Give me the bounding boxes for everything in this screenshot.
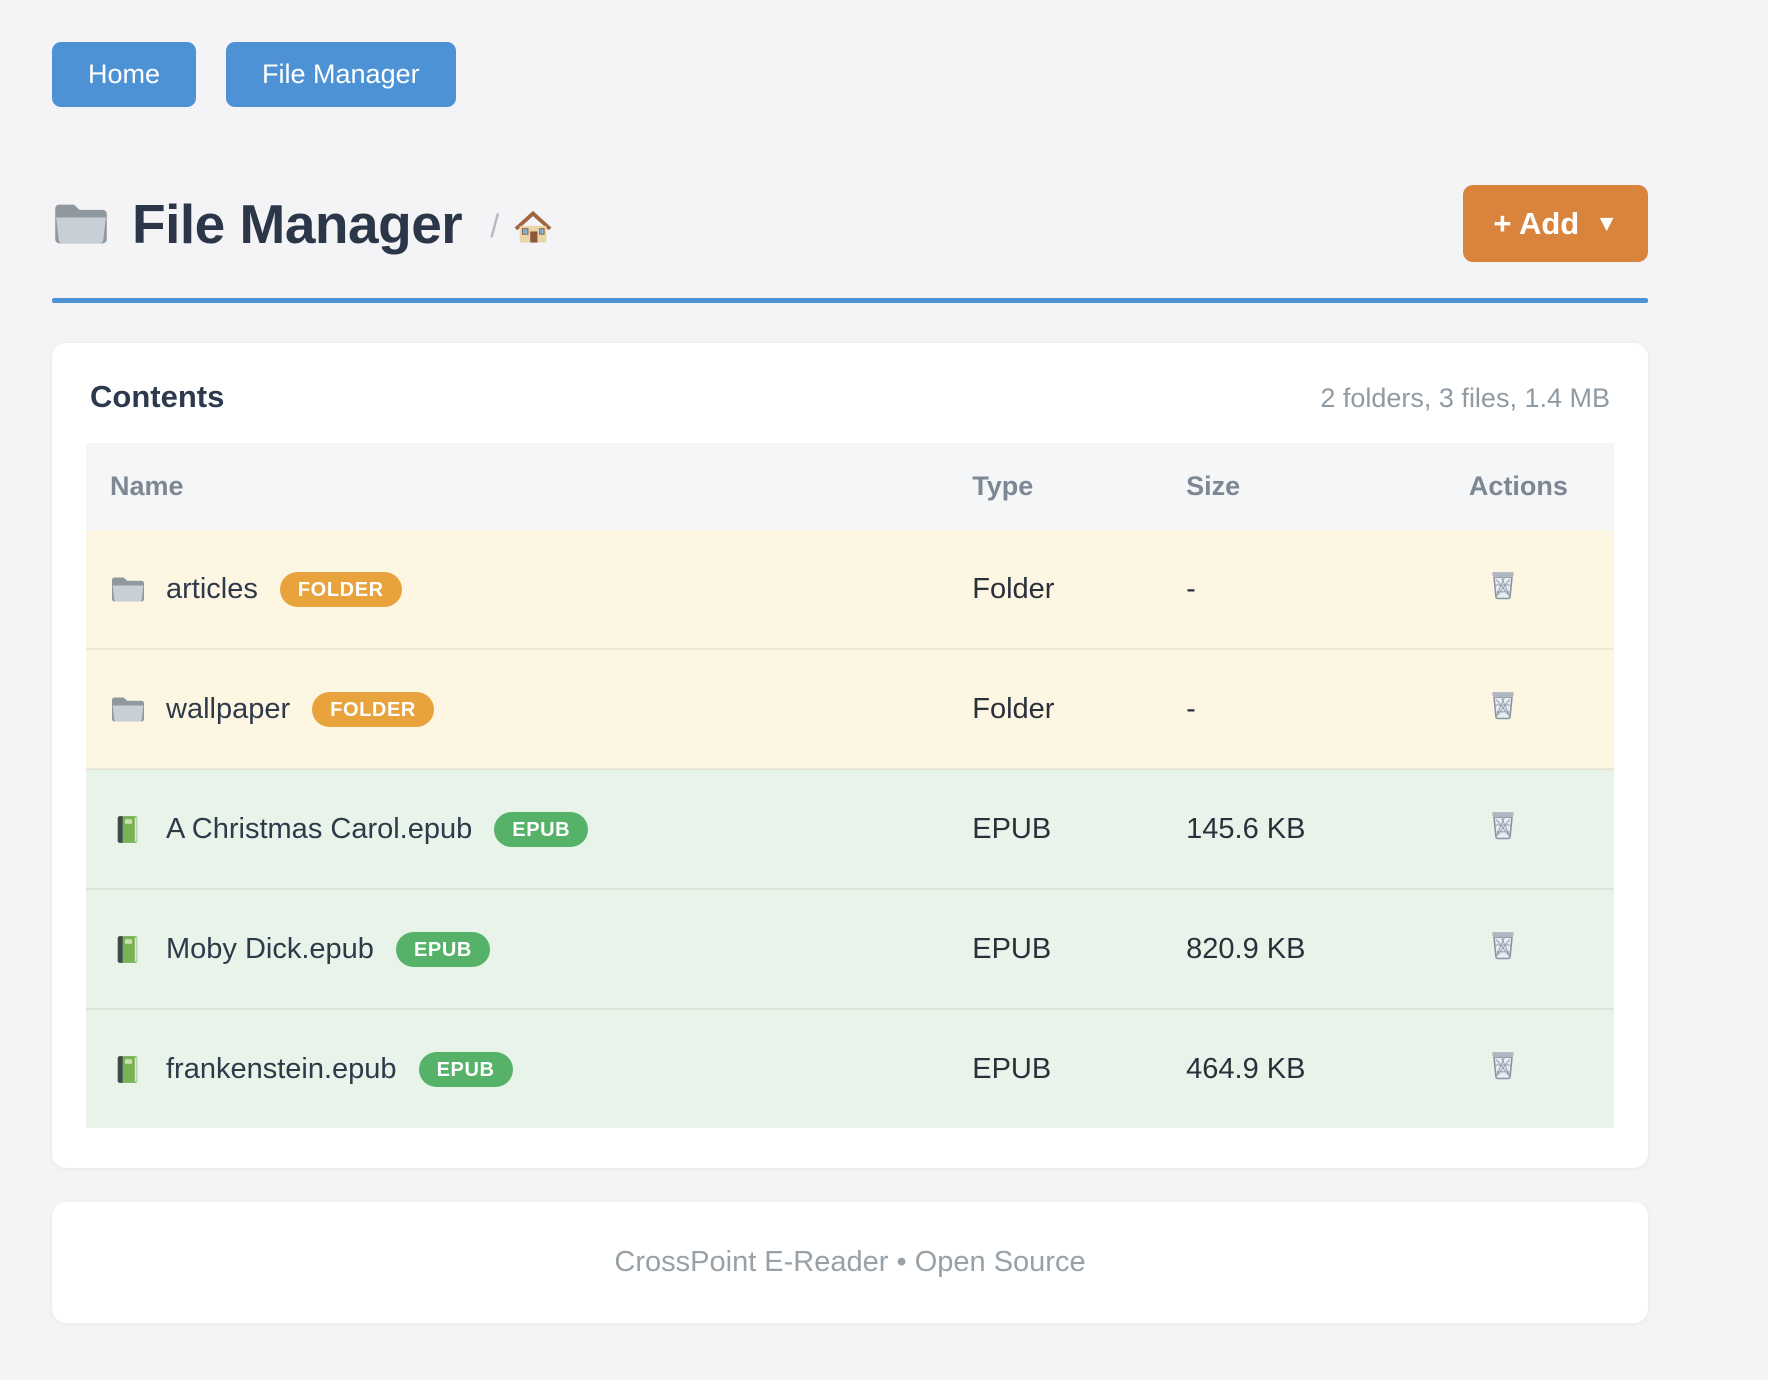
folder-badge: FOLDER: [312, 691, 434, 727]
page-header: File Manager / + Add ▼: [52, 185, 1648, 262]
table-row[interactable]: Moby Dick.epub EPUB EPUB 820.9 KB: [86, 888, 1614, 1009]
book-icon: [110, 933, 146, 966]
book-icon: [110, 813, 146, 846]
item-name[interactable]: articles: [166, 572, 258, 605]
table-row[interactable]: frankenstein.epub EPUB EPUB 464.9 KB: [86, 1008, 1614, 1128]
folder-icon: [110, 573, 146, 606]
epub-badge: EPUB: [395, 931, 490, 967]
trash-icon[interactable]: [1485, 1047, 1521, 1083]
trash-icon[interactable]: [1485, 687, 1521, 723]
item-size: 820.9 KB: [1186, 888, 1469, 1009]
page-title: File Manager: [132, 192, 463, 255]
table-row[interactable]: articles FOLDER Folder -: [86, 530, 1614, 649]
contents-card: Contents 2 folders, 3 files, 1.4 MB Name…: [52, 343, 1648, 1168]
item-size: -: [1186, 572, 1196, 605]
contents-summary: 2 folders, 3 files, 1.4 MB: [1320, 383, 1610, 413]
file-manager-button[interactable]: File Manager: [226, 42, 456, 107]
files-table: Name Type Size Actions articles FOLDER F…: [86, 443, 1614, 1128]
item-type: EPUB: [972, 888, 1187, 1009]
item-name[interactable]: A Christmas Carol.epub: [166, 812, 473, 845]
folder-icon: [52, 198, 110, 250]
table-row[interactable]: wallpaper FOLDER Folder -: [86, 648, 1614, 769]
item-size: -: [1186, 648, 1469, 769]
column-header-actions: Actions: [1468, 443, 1614, 530]
footer-text: CrossPoint E-Reader • Open Source: [614, 1246, 1086, 1278]
trash-icon[interactable]: [1485, 807, 1521, 843]
epub-badge: EPUB: [418, 1051, 513, 1087]
item-size: 464.9 KB: [1186, 1008, 1469, 1128]
file-manager-page: Home File Manager File Manager / + Add ▼…: [52, 42, 1648, 1323]
add-button-label: + Add: [1493, 206, 1580, 241]
house-icon[interactable]: [513, 202, 553, 246]
item-type: Folder: [972, 648, 1187, 769]
top-nav: Home File Manager: [52, 42, 1648, 107]
item-name[interactable]: Moby Dick.epub: [166, 932, 374, 965]
breadcrumb-separator: /: [490, 208, 500, 244]
item-name[interactable]: wallpaper: [166, 692, 291, 725]
item-size: 145.6 KB: [1186, 768, 1469, 889]
contents-heading: Contents: [90, 379, 225, 414]
chevron-down-icon: ▼: [1595, 210, 1618, 236]
trash-icon[interactable]: [1485, 567, 1521, 603]
add-button[interactable]: + Add ▼: [1463, 185, 1648, 262]
item-type: Folder: [972, 572, 1055, 605]
column-header-size: Size: [1186, 443, 1469, 530]
home-button[interactable]: Home: [52, 42, 197, 107]
column-header-name: Name: [86, 443, 973, 530]
column-header-type: Type: [972, 443, 1187, 530]
table-header-row: Name Type Size Actions: [86, 443, 1614, 530]
title-underline: [52, 298, 1648, 303]
folder-icon: [110, 693, 146, 726]
trash-icon[interactable]: [1485, 927, 1521, 963]
book-icon: [110, 1053, 146, 1086]
folder-badge: FOLDER: [279, 571, 402, 607]
epub-badge: EPUB: [494, 811, 589, 847]
table-row[interactable]: A Christmas Carol.epub EPUB EPUB 145.6 K…: [86, 768, 1614, 889]
item-type: EPUB: [972, 768, 1187, 889]
item-type: EPUB: [972, 1008, 1187, 1128]
item-name[interactable]: frankenstein.epub: [166, 1052, 397, 1085]
footer-card: CrossPoint E-Reader • Open Source: [52, 1202, 1648, 1323]
